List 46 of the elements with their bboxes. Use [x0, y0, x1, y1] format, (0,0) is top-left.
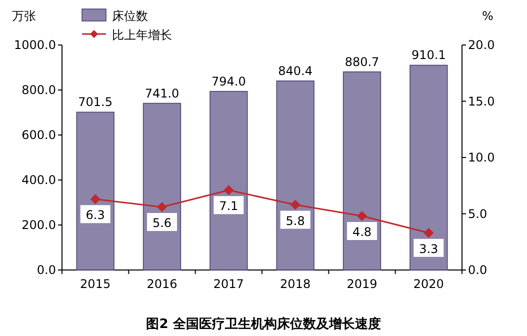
bar	[210, 90, 248, 270]
legend-label: 比上年增长	[112, 28, 172, 42]
data-label: 4.8	[352, 225, 372, 239]
y2-tick-label: 0.0	[468, 263, 488, 277]
x-tick-label: 2016	[146, 277, 178, 291]
point	[290, 200, 300, 210]
x-tick-label: 2019	[346, 277, 378, 291]
data-label: 794.0	[211, 74, 246, 88]
data-label: 840.4	[278, 64, 313, 78]
data-label: 5.6	[152, 216, 172, 230]
bar	[410, 64, 448, 270]
bar	[142, 102, 182, 270]
y-tick-label: 0.0	[36, 263, 56, 277]
y-tick-label: 200.0	[22, 218, 56, 232]
text: 图2 全国医疗卫生机构床位数及增长速度	[146, 316, 381, 332]
y2-tick-label: 20.0	[468, 38, 495, 52]
y-tick-label: 1000.0	[14, 38, 56, 52]
x-tick-label: 2020	[413, 277, 444, 291]
y-tick-label: 800.0	[22, 83, 56, 97]
data-label: 910.1	[411, 48, 446, 62]
data-label: 3.3	[419, 242, 438, 256]
y2-tick-label: 10.0	[468, 150, 495, 164]
x-tick-label: 2017	[213, 277, 244, 291]
data-label: 741.0	[144, 86, 180, 100]
bar	[276, 80, 314, 270]
bar	[342, 71, 382, 270]
point	[90, 194, 100, 204]
data-label: 5.8	[286, 214, 305, 228]
y-tick-label: 600.0	[22, 128, 56, 142]
x-tick-label: 2018	[280, 277, 311, 291]
x-tick-label: 2015	[80, 277, 111, 291]
y2-axis-title: %	[482, 9, 494, 23]
point	[424, 228, 434, 238]
point	[357, 211, 367, 221]
point	[157, 202, 167, 212]
bar	[76, 112, 114, 270]
data-label: 880.7	[344, 54, 380, 69]
data-label: 7.1	[219, 199, 238, 214]
y-tick-label: 400.0	[22, 173, 56, 187]
y2-tick-label: 5.0	[468, 206, 488, 221]
data-label: 6.3	[86, 208, 105, 222]
legend-label: 床位数	[112, 9, 148, 23]
y-axis-title: 万张	[12, 9, 36, 23]
point	[224, 185, 234, 196]
data-label: 701.5	[78, 95, 113, 110]
y2-tick-label: 15.0	[468, 94, 495, 108]
